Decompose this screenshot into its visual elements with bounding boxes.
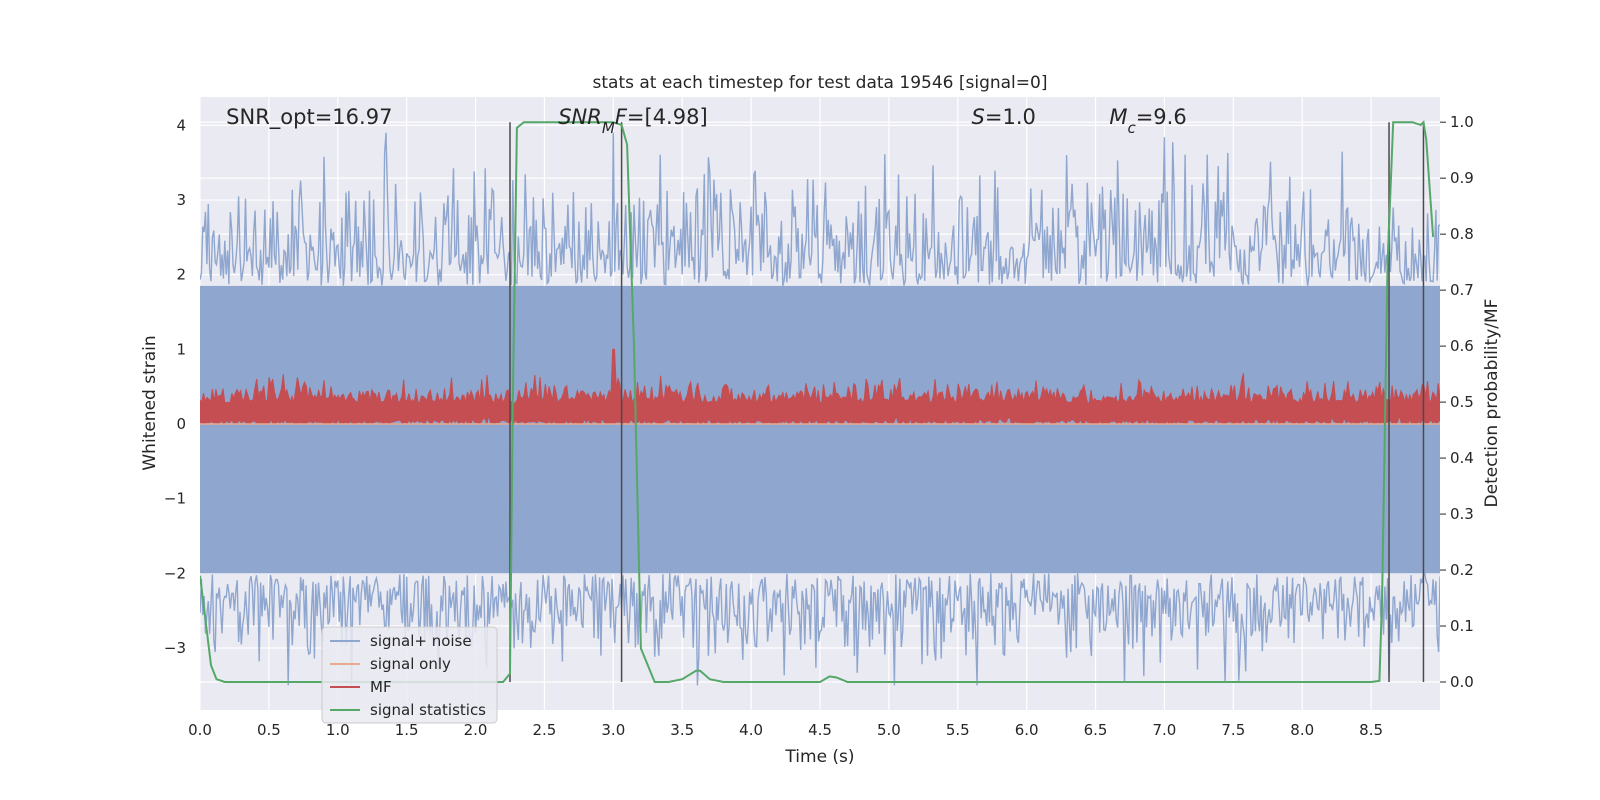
x-tick-label: 2.0 (464, 721, 488, 739)
y-tick-label: 1 (176, 340, 186, 358)
x-tick-label: 6.0 (1015, 721, 1039, 739)
x-tick-label: 4.5 (808, 721, 832, 739)
annotation-snr-opt: SNR_opt=16.97 (226, 105, 392, 130)
noise-lower-spikes (200, 572, 1440, 686)
legend-label: signal+ noise (370, 632, 472, 650)
y-axis-label: Whitened strain (140, 335, 160, 470)
y-tick-label: −2 (164, 564, 186, 582)
plot-area (200, 120, 1440, 686)
y-right-tick-label: 0.1 (1450, 617, 1474, 635)
legend-label: signal statistics (370, 701, 486, 719)
x-tick-label: 1.0 (326, 721, 350, 739)
y-tick-label: −1 (164, 490, 186, 508)
x-tick-label: 5.0 (877, 721, 901, 739)
y-right-tick-label: 0.9 (1450, 169, 1474, 187)
y-right-tick-label: 0.2 (1450, 561, 1474, 579)
x-tick-label: 1.5 (395, 721, 419, 739)
y-right-tick-label: 0.0 (1450, 673, 1474, 691)
x-tick-label: 3.0 (601, 721, 625, 739)
y-right-tick-label: 0.4 (1450, 449, 1474, 467)
noise-upper-spikes (200, 132, 1440, 287)
x-axis-label: Time (s) (784, 747, 854, 767)
y-tick-label: 2 (176, 266, 186, 284)
x-tick-label: 3.5 (670, 721, 694, 739)
y-tick-label: 4 (176, 116, 186, 134)
y-right-tick-label: 0.7 (1450, 281, 1474, 299)
y-right-tick-label: 1.0 (1450, 113, 1474, 131)
y-right-tick-label: 0.5 (1450, 393, 1474, 411)
annotation-mc: Mc=9.6 (1109, 105, 1186, 137)
y-right-axis-label: Detection probability/MF (1482, 299, 1502, 508)
y-right-tick-label: 0.6 (1450, 337, 1474, 355)
chart-title: stats at each timestep for test data 195… (593, 73, 1048, 93)
annotations: SNR_opt=16.97 SNRMF=[4.98] S=1.0 Mc=9.6 (226, 105, 1187, 137)
x-tick-label: 0.5 (257, 721, 281, 739)
x-tick-label: 7.5 (1221, 721, 1245, 739)
x-tick-label: 7.0 (1153, 721, 1177, 739)
x-tick-label: 6.5 (1084, 721, 1108, 739)
legend: signal+ noise signal only MF signal statist… (321, 626, 498, 724)
x-axis-ticks: 0.0 0.5 1.0 1.5 2.0 2.5 3.0 3.5 4.0 4.5 5.0 5.5 6.0 6… (188, 721, 1383, 739)
legend-label: MF (370, 678, 392, 696)
legend-box (321, 626, 498, 724)
legend-label: signal only (370, 655, 451, 673)
x-tick-label: 0.0 (188, 721, 212, 739)
x-tick-label: 5.5 (946, 721, 970, 739)
annotation-snr-mf: SNRMF=[4.98] (558, 105, 707, 137)
noise-band (200, 285, 1440, 574)
y-tick-label: 3 (176, 191, 186, 209)
y-right-axis-ticks: 0.0 0.1 0.2 0.3 0.4 0.5 0.6 0.7 0.8 0.9 1.0 (1440, 113, 1474, 691)
y-tick-label: −3 (164, 639, 186, 657)
series-signal-noise (200, 132, 1440, 686)
annotation-s: S=1.0 (972, 105, 1036, 129)
y-axis-ticks: −3 −2 −1 0 1 2 3 4 (164, 116, 186, 657)
y-tick-label: 0 (176, 415, 186, 433)
x-tick-label: 2.5 (533, 721, 557, 739)
y-right-tick-label: 0.3 (1450, 505, 1474, 523)
y-right-tick-label: 0.8 (1450, 225, 1474, 243)
x-tick-label: 4.0 (739, 721, 763, 739)
x-tick-label: 8.0 (1290, 721, 1314, 739)
x-tick-label: 8.5 (1359, 721, 1383, 739)
